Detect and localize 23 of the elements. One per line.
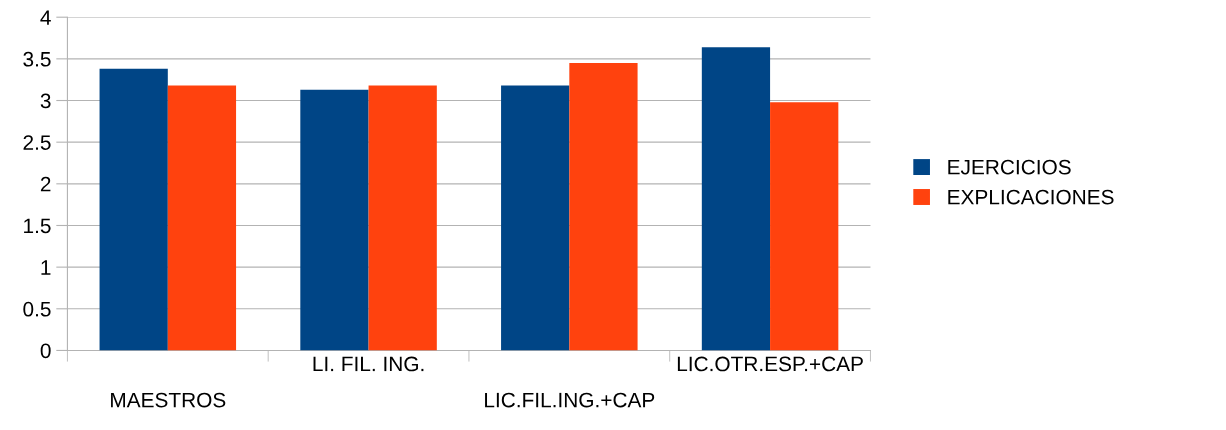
y-tick-label: 0 xyxy=(40,343,51,359)
y-tick-label: 0.5 xyxy=(23,301,51,317)
y-tick-label: 2 xyxy=(40,176,51,192)
bar xyxy=(300,89,369,351)
x-tick-label: LIC.FIL.ING.+CAP xyxy=(485,392,655,408)
bar xyxy=(569,63,638,351)
legend-label: EXPLICACIONES xyxy=(948,189,1114,205)
x-tick-label: LIC.OTR.ESP.+CAP xyxy=(677,356,863,372)
x-tick-label: MAESTROS xyxy=(111,392,226,408)
bar xyxy=(99,68,168,351)
y-tick-label: 3 xyxy=(40,93,51,109)
y-tick-label: 1.5 xyxy=(24,218,51,234)
bar xyxy=(368,85,437,351)
bar xyxy=(167,85,237,351)
bar xyxy=(770,102,839,351)
bar xyxy=(501,85,570,351)
legend-label: EJERCICIOS xyxy=(948,159,1071,175)
y-tick-label: 4 xyxy=(40,10,51,25)
x-tick-label: LI. FIL. ING. xyxy=(313,356,424,372)
y-tick-label: 2.5 xyxy=(23,135,51,150)
y-tick-label: 3.5 xyxy=(23,51,51,67)
y-tick-label: 1 xyxy=(41,260,51,275)
bar xyxy=(701,47,771,351)
